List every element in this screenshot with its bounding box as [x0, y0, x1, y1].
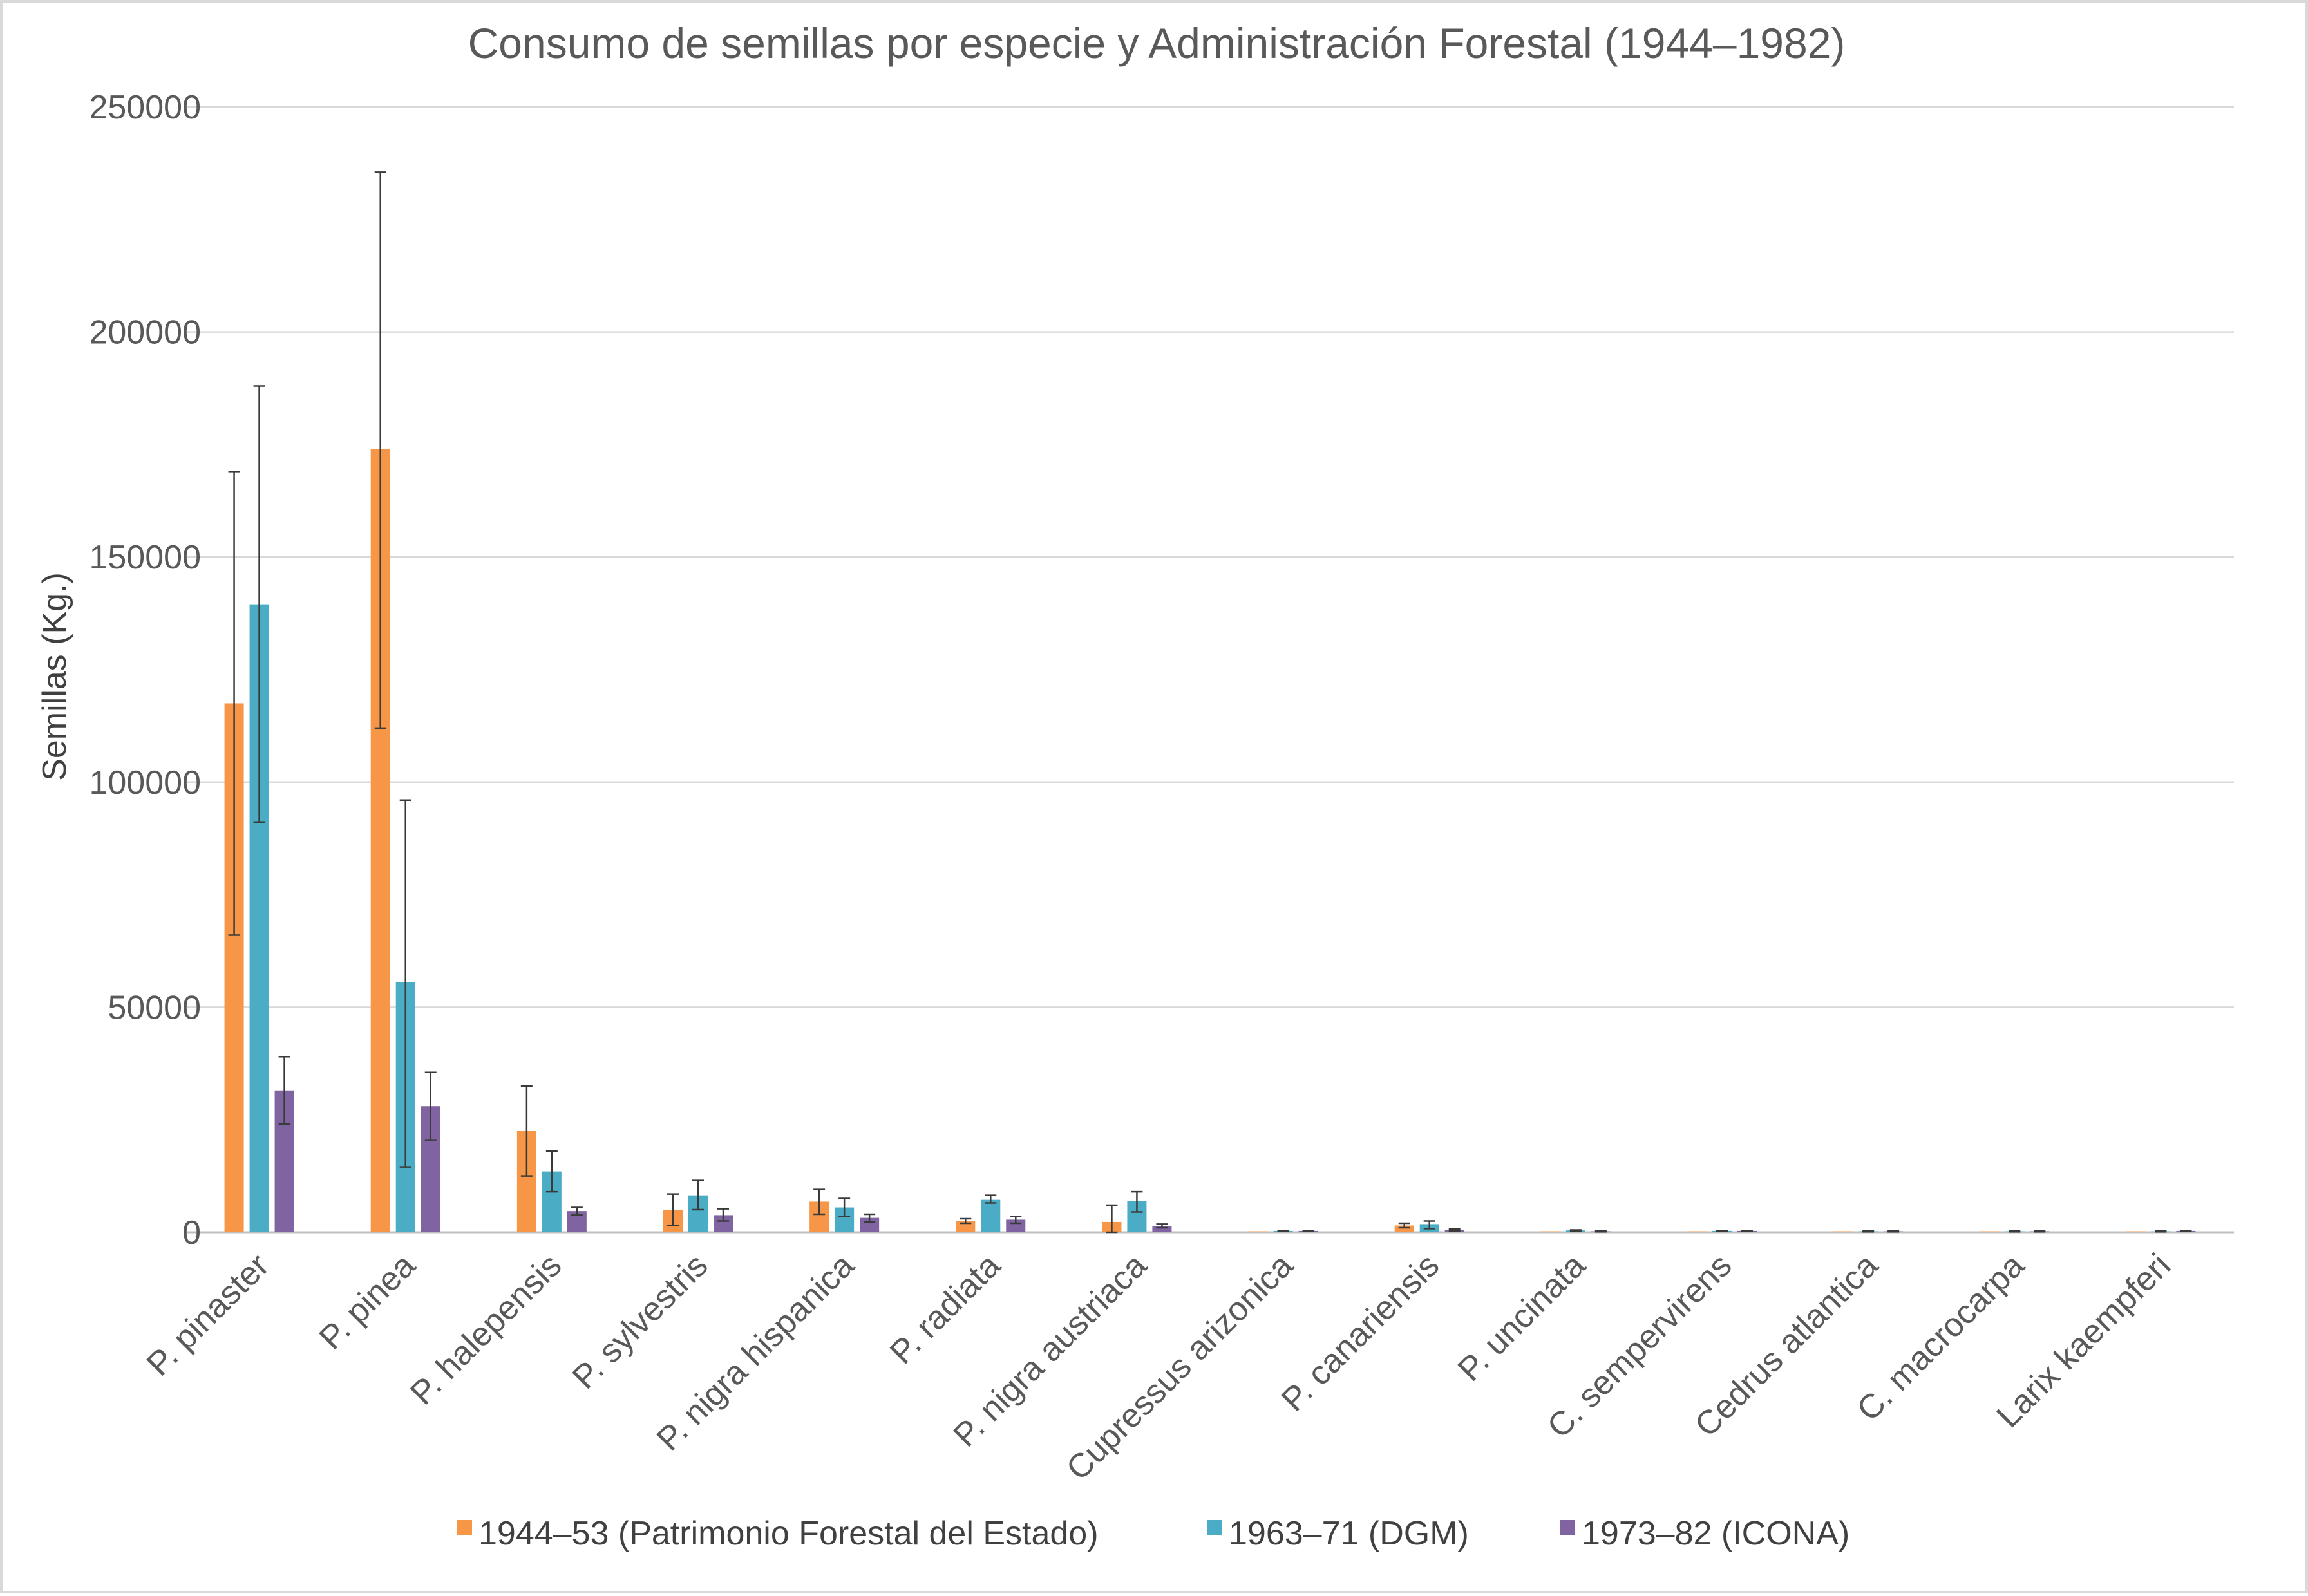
- error-bars: [228, 171, 2192, 1234]
- bar: [2126, 1231, 2146, 1232]
- x-tick-label: P. pinea: [312, 1246, 422, 1357]
- bar: [1833, 1231, 1853, 1232]
- y-tick-label: 100000: [89, 764, 201, 802]
- legend-label: 1944–53 (Patrimonio Forestal del Estado): [478, 1515, 1099, 1552]
- x-tick-label: P. halepensis: [403, 1246, 569, 1412]
- legend-swatch: [1560, 1520, 1575, 1535]
- y-tick-label: 200000: [89, 314, 201, 352]
- bar: [1248, 1231, 1268, 1232]
- bar: [1980, 1231, 2000, 1232]
- bar: [1540, 1231, 1560, 1232]
- x-tick-label: P. uncinata: [1451, 1246, 1593, 1388]
- legend-swatch: [1207, 1520, 1222, 1535]
- gridlines: [186, 106, 2234, 1234]
- x-tick-label: P. sylvestris: [565, 1246, 715, 1396]
- y-axis-label: Semillas (Kg.): [36, 572, 73, 781]
- y-tick-label: 50000: [108, 989, 201, 1026]
- y-axis-ticks: 0 50000 100000 150000 200000 250000: [89, 89, 201, 1252]
- bar: [981, 1199, 1001, 1232]
- legend-label: 1973–82 (ICONA): [1582, 1515, 1849, 1552]
- y-tick-label: 0: [182, 1214, 201, 1252]
- bar: [1687, 1231, 1707, 1232]
- bar: [1152, 1226, 1172, 1232]
- bar: [1394, 1225, 1414, 1232]
- y-tick-label: 150000: [89, 539, 201, 576]
- legend: 1944–53 (Patrimonio Forestal del Estado)…: [457, 1515, 1849, 1552]
- x-tick-label: P. radiata: [883, 1246, 1008, 1371]
- bars: [224, 449, 2196, 1232]
- x-tick-label: P. pinaster: [140, 1246, 276, 1383]
- legend-swatch: [457, 1520, 472, 1535]
- legend-label: 1963–71 (DGM): [1229, 1515, 1469, 1552]
- x-tick-label: P. canariensis: [1274, 1246, 1446, 1418]
- y-tick-label: 250000: [89, 89, 201, 126]
- bar-chart: Consumo de semillas por especie y Admini…: [36, 19, 2234, 1552]
- chart-title: Consumo de semillas por especie y Admini…: [468, 19, 1846, 67]
